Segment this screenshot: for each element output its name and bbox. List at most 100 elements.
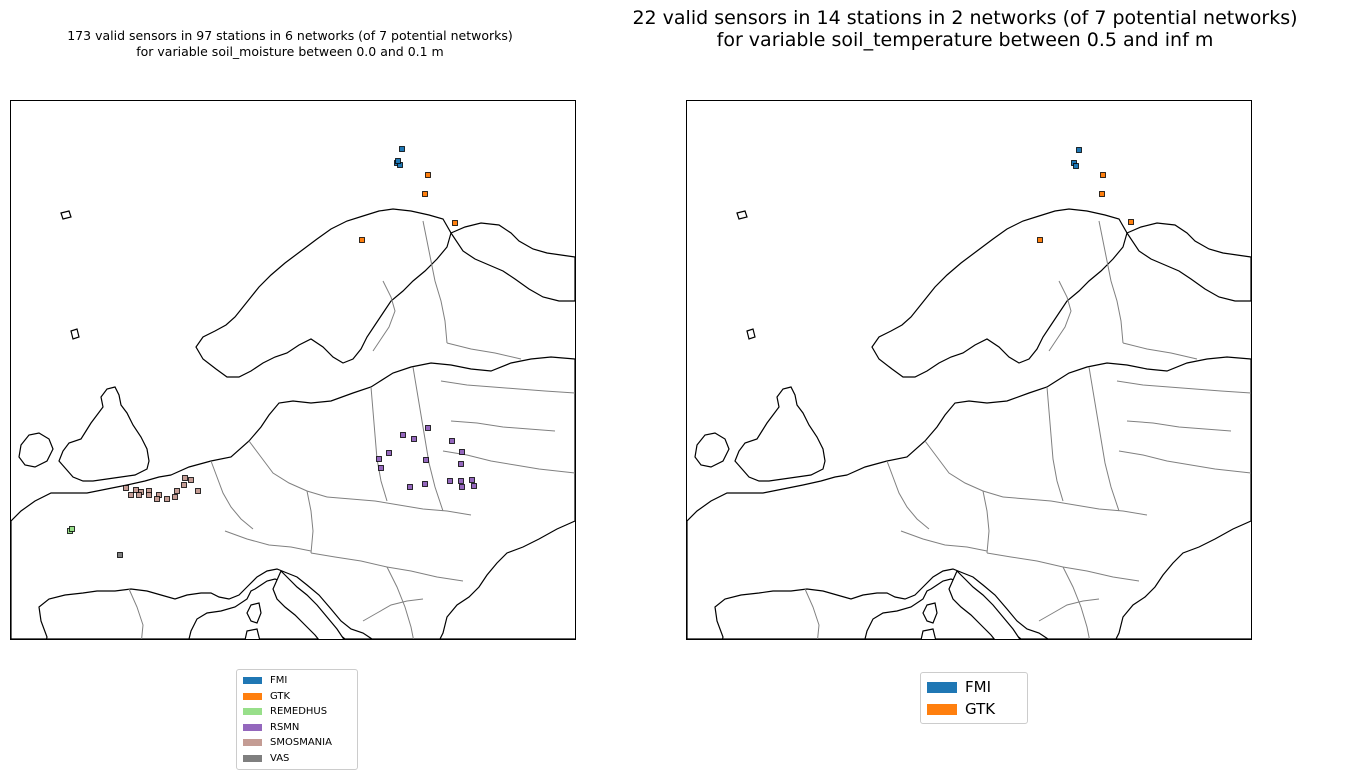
country-border (924, 440, 1004, 498)
country-border (306, 490, 314, 554)
left-map-title: 173 valid sensors in 97 stations in 6 ne… (67, 28, 513, 59)
coastline (871, 208, 1128, 378)
legend-label-gtk: GTK (270, 690, 291, 702)
coastline (70, 328, 80, 340)
station-marker-rsmn (407, 484, 413, 490)
country-border (804, 588, 820, 639)
coastline (58, 386, 150, 482)
coastline (948, 569, 1021, 639)
station-marker-gtk (359, 237, 365, 243)
coastline (246, 602, 262, 624)
country-border (1088, 366, 1120, 512)
legend-swatch-vas (243, 754, 262, 762)
legend-entry-smosmania: SMOSMANIA (243, 735, 351, 751)
station-marker-gtk (452, 220, 458, 226)
coastline (244, 628, 261, 639)
station-marker-rsmn (386, 450, 392, 456)
country-border (224, 530, 312, 552)
legend-swatch-gtk (243, 692, 262, 700)
legend-label-gtk: GTK (965, 700, 996, 718)
station-marker-rsmn (469, 477, 475, 483)
country-border (1122, 342, 1198, 360)
coastline (687, 356, 1251, 639)
station-marker-smosmania (181, 482, 187, 488)
coastline (272, 569, 345, 639)
station-marker-smosmania (172, 494, 178, 500)
station-marker-rsmn (422, 481, 428, 487)
station-marker-smosmania (123, 485, 129, 491)
station-marker-rsmn (378, 465, 384, 471)
legend-swatch-fmi (243, 677, 262, 685)
coastline (734, 386, 826, 482)
station-marker-rsmn (447, 478, 453, 484)
country-border (450, 420, 556, 432)
station-marker-fmi (1076, 147, 1082, 153)
station-marker-rsmn (471, 483, 477, 489)
country-border (1038, 598, 1100, 622)
station-marker-vas (117, 552, 123, 558)
country-border (128, 588, 144, 639)
station-marker-smosmania (136, 492, 142, 498)
station-marker-rsmn (423, 457, 429, 463)
country-border (1098, 220, 1124, 344)
country-border (210, 460, 254, 530)
coastline (920, 628, 937, 639)
coastline (694, 432, 730, 468)
country-border (886, 460, 930, 530)
country-border (982, 490, 990, 554)
coastline (1126, 222, 1251, 302)
country-border (372, 280, 396, 352)
coastline (11, 356, 575, 639)
country-border (412, 366, 444, 512)
station-marker-fmi (399, 146, 405, 152)
station-marker-rsmn (376, 456, 382, 462)
legend-entry-rsmn: RSMN (243, 720, 351, 736)
station-marker-rsmn (458, 461, 464, 467)
legend-label-rsmn: RSMN (270, 721, 300, 733)
legend-entry-remedhus: REMEDHUS (243, 704, 351, 720)
right-map-title: 22 valid sensors in 14 stations in 2 net… (632, 7, 1298, 51)
station-marker-gtk (425, 172, 431, 178)
coastline (450, 222, 575, 302)
station-marker-smosmania (128, 492, 134, 498)
station-marker-gtk (1037, 237, 1043, 243)
country-border (386, 566, 414, 639)
coastline-layer (11, 208, 575, 639)
country-border (422, 220, 448, 344)
country-border (1118, 450, 1251, 474)
station-marker-fmi (1073, 163, 1079, 169)
country-borders-layer (804, 220, 1251, 639)
station-marker-rsmn (459, 449, 465, 455)
country-border (1048, 280, 1072, 352)
country-border (1046, 386, 1064, 502)
station-marker-smosmania (154, 496, 160, 502)
legend-entry-gtk: GTK (927, 698, 1021, 720)
country-border (900, 530, 988, 552)
station-marker-remedhus (69, 526, 75, 532)
legend-entry-gtk: GTK (243, 689, 351, 705)
station-marker-rsmn (449, 438, 455, 444)
country-border (1062, 566, 1090, 639)
stations-layer (67, 146, 477, 558)
station-marker-rsmn (400, 432, 406, 438)
country-border (248, 440, 328, 498)
country-border (440, 380, 575, 394)
station-marker-gtk (1100, 172, 1106, 178)
stations-layer (1037, 147, 1134, 243)
country-border (446, 342, 522, 360)
country-border (1126, 420, 1232, 432)
station-marker-smosmania (146, 492, 152, 498)
right-map (687, 147, 1251, 639)
station-marker-gtk (1099, 191, 1105, 197)
station-marker-gtk (422, 191, 428, 197)
station-marker-rsmn (458, 478, 464, 484)
legend-label-smosmania: SMOSMANIA (270, 737, 332, 749)
legend-label-fmi: FMI (965, 678, 991, 696)
legend-entry-fmi: FMI (243, 673, 351, 689)
country-border (362, 598, 424, 622)
station-marker-rsmn (425, 425, 431, 431)
station-marker-smosmania (164, 496, 170, 502)
legend-swatch-smosmania (243, 739, 262, 747)
left-map-legend: FMI GTK REMEDHUS RSMN SMOSMANIA VAS (236, 669, 358, 770)
station-marker-fmi (395, 158, 401, 164)
